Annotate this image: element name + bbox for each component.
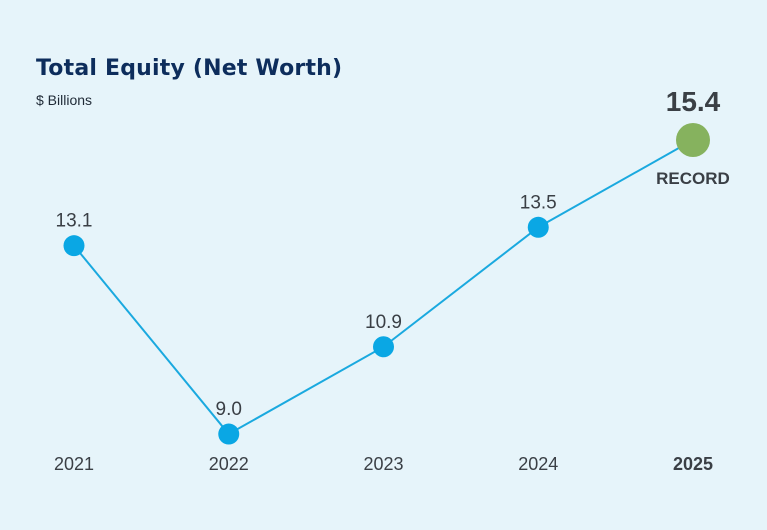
record-annotation: RECORD bbox=[656, 169, 730, 188]
data-value-label: 10.9 bbox=[365, 312, 402, 333]
series-line-segment bbox=[228, 345, 384, 435]
series-line-group bbox=[73, 139, 694, 435]
data-point bbox=[218, 423, 240, 445]
highlight-data-point bbox=[676, 123, 710, 157]
data-value-label: 13.5 bbox=[520, 192, 557, 213]
x-axis-tick-label: 2022 bbox=[209, 454, 249, 474]
data-point-group bbox=[63, 123, 710, 445]
series-line-segment bbox=[73, 245, 230, 435]
chart-subtitle: $ Billions bbox=[36, 92, 93, 108]
highlight-value-label: 15.4 bbox=[666, 86, 721, 117]
data-point bbox=[527, 216, 549, 238]
data-value-label: 13.1 bbox=[56, 211, 93, 232]
x-axis-tick-label: 2021 bbox=[54, 454, 94, 474]
data-label-group: 13.1 9.0 10.9 13.5 15.4 RECORD bbox=[56, 86, 730, 420]
series-line-segment bbox=[382, 226, 539, 348]
chart-title: Total Equity (Net Worth) bbox=[36, 56, 343, 81]
x-axis-tick-label: 2024 bbox=[518, 454, 558, 474]
data-value-label: 9.0 bbox=[216, 399, 242, 420]
x-axis-tick-label: 2025 bbox=[673, 454, 713, 474]
data-point bbox=[63, 235, 85, 257]
series-line-segment bbox=[537, 139, 694, 229]
x-axis-tick-group: 2021 2022 2023 2024 2025 bbox=[54, 454, 713, 474]
data-point bbox=[373, 336, 394, 358]
x-axis-tick-label: 2023 bbox=[363, 454, 403, 474]
